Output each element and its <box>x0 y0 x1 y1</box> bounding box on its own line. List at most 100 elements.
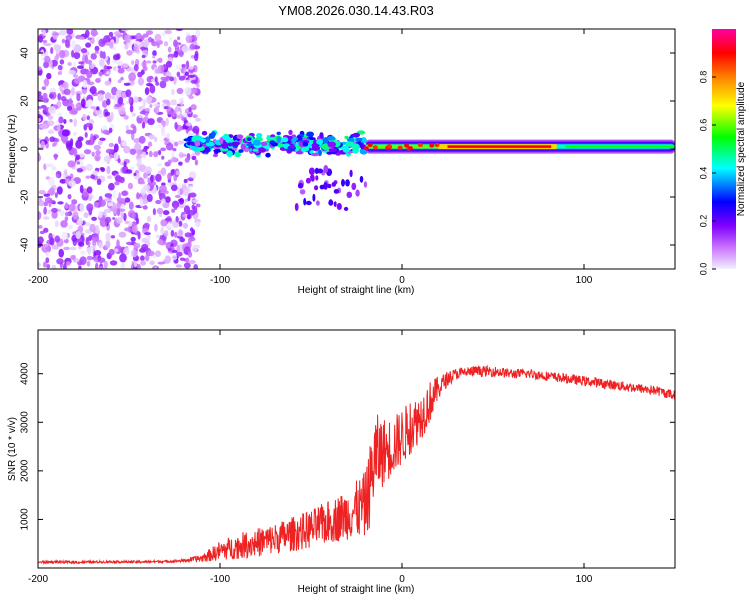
heatmap-cell <box>48 187 55 196</box>
heatmap-cell <box>85 247 94 254</box>
y-tick-label: 1000 <box>20 508 31 531</box>
heatmap-cell <box>107 202 114 207</box>
heatmap-cell <box>65 140 74 149</box>
heatmap-cell <box>142 39 150 48</box>
heatmap-cell <box>105 148 114 154</box>
heatmap-cell <box>41 244 49 248</box>
heatmap-cell <box>105 240 111 249</box>
x-tick-label: -100 <box>210 275 230 286</box>
heatmap-cell <box>79 36 85 41</box>
heatmap-cell <box>183 187 190 195</box>
heatmap-cell <box>246 137 252 142</box>
heatmap-cell <box>175 170 180 176</box>
heatmap-cell <box>90 133 94 142</box>
heatmap-cell <box>143 222 150 229</box>
heatmap-cell <box>127 182 133 190</box>
heatmap-cell <box>68 180 76 187</box>
heatmap-cell <box>178 197 185 205</box>
heatmap-cell <box>132 125 137 134</box>
heatmap-cell <box>288 129 293 135</box>
heatmap-cell <box>104 80 111 86</box>
heatmap-cell <box>121 140 128 147</box>
heatmap-cell <box>153 103 161 107</box>
heatmap-cell <box>204 146 211 153</box>
heatmap-cell <box>197 145 205 151</box>
heatmap-cell <box>185 122 192 127</box>
heatmap-cell <box>46 72 52 80</box>
heatmap-cell <box>45 257 50 264</box>
heatmap-cell <box>174 122 178 130</box>
heatmap-cell <box>50 47 54 54</box>
heatmap-cell <box>161 125 165 135</box>
heatmap-cell <box>123 161 127 168</box>
heatmap-cell <box>109 260 118 266</box>
heatmap-cell <box>123 212 127 222</box>
heatmap-cell <box>195 117 201 122</box>
heatmap-cell <box>155 173 162 182</box>
heatmap-cell <box>173 204 178 211</box>
colorbar: 0.0 0.2 0.4 0.6 0.8 Normalized spectral ampl… <box>698 29 747 275</box>
heatmap-cell <box>80 48 88 54</box>
heatmap-cell <box>100 167 106 172</box>
heatmap-cell <box>141 121 146 129</box>
heatmap-cell <box>80 250 86 255</box>
heatmap-cell <box>136 217 139 225</box>
heatmap-cell <box>42 39 48 44</box>
heatmap-cell <box>184 79 192 84</box>
heatmap-cell <box>147 250 155 256</box>
heatmap-cell <box>155 199 162 205</box>
heatmap-cell <box>355 189 360 197</box>
heatmap-cell <box>79 184 84 194</box>
heatmap-cell <box>131 112 136 117</box>
heatmap-cell <box>359 175 364 183</box>
colorbar-tick-label: 0.0 <box>698 263 708 276</box>
heatmap-cell <box>333 189 340 194</box>
heatmap-cell <box>195 83 200 88</box>
heatmap-cell <box>60 220 68 228</box>
heatmap-cell <box>56 258 64 265</box>
heatmap-cell <box>328 148 337 153</box>
heatmap-cell <box>315 175 319 181</box>
heatmap-cell <box>122 63 129 68</box>
heatmap-cell <box>94 45 100 52</box>
heatmap-cell <box>191 146 199 152</box>
x-tick-label: 0 <box>399 574 405 585</box>
x-tick-label: -200 <box>28 574 48 585</box>
heatmap-cell <box>48 177 55 186</box>
heatmap-cell <box>221 142 229 149</box>
heatmap-cell <box>173 39 178 48</box>
heatmap-cell <box>219 147 229 152</box>
heatmap-cell <box>154 223 158 232</box>
heatmap-cell <box>38 200 46 207</box>
snr-frame <box>37 329 676 569</box>
y-tick-label: -20 <box>20 189 31 204</box>
x-tick-label: -200 <box>28 275 48 286</box>
heatmap-cell <box>234 151 242 158</box>
heatmap-cell <box>187 209 196 216</box>
heatmap-cell <box>183 258 187 262</box>
heatmap-cell <box>105 232 111 242</box>
heatmap-cell <box>125 169 133 174</box>
heatmap-cell <box>310 175 315 182</box>
heatmap-cell <box>313 147 318 152</box>
heatmap-cell <box>106 165 111 175</box>
heatmap-cell <box>189 227 194 232</box>
heatmap-cell <box>141 61 147 68</box>
spectrogram-marks <box>38 29 675 269</box>
heatmap-cell <box>195 29 201 38</box>
heatmap-cell <box>54 220 59 228</box>
heatmap-cell <box>38 190 46 195</box>
heatmap-cell <box>434 143 440 147</box>
heatmap-cell <box>94 154 101 162</box>
heatmap-cell <box>157 163 162 167</box>
heatmap-cell <box>331 182 337 187</box>
heatmap-cell <box>156 42 160 49</box>
y-tick-label: 20 <box>20 95 31 107</box>
heatmap-cell <box>160 147 167 152</box>
heatmap-cell <box>85 140 91 145</box>
colorbar-ticks: 0.0 0.2 0.4 0.6 0.8 <box>698 71 716 276</box>
heatmap-cell <box>191 204 195 210</box>
heatmap-cell <box>106 98 111 106</box>
heatmap-cell <box>95 224 100 234</box>
heatmap-cell <box>38 91 42 96</box>
